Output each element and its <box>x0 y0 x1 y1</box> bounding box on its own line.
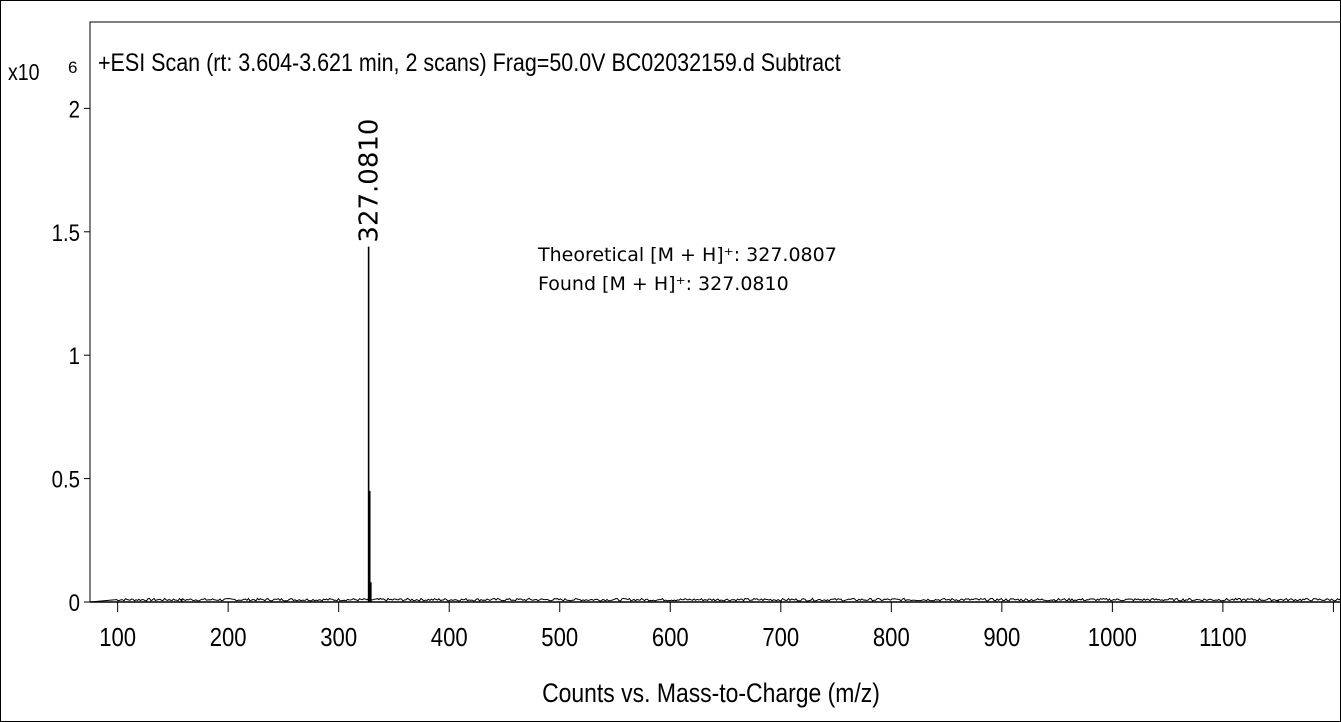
x-tick-label: 700 <box>762 623 799 652</box>
y-tick-label: 0 <box>69 589 80 616</box>
y-multiplier-label: x10 <box>8 60 40 86</box>
x-axis-label: Counts vs. Mass-to-Charge (m/z) <box>542 678 880 708</box>
axes: 0 0.5 1 1.5 2 100 200 300 400 500 600 700 800 900 1000… <box>52 22 1341 652</box>
x-tick-label: 300 <box>320 623 357 652</box>
y-tick-label: 1.5 <box>52 219 80 246</box>
x-tick-label: 400 <box>431 623 468 652</box>
y-tick-label: 1 <box>69 343 80 370</box>
y-tick-label: 2 <box>69 96 80 123</box>
x-tick-label: 800 <box>873 623 910 652</box>
chart-title: +ESI Scan (rt: 3.604-3.621 min, 2 scans)… <box>98 48 841 76</box>
peak-label: 327.0810 <box>355 119 385 243</box>
x-tick-label: 600 <box>652 623 689 652</box>
series-group <box>89 246 1341 603</box>
baseline-noise <box>89 597 1341 603</box>
x-tick-label: 100 <box>99 623 136 652</box>
y-tick-label: 0.5 <box>52 466 80 493</box>
annotation-theoretical: Theoretical [M + H]⁺: 327.0807 <box>537 244 837 266</box>
x-tick-label: 200 <box>210 623 247 652</box>
x-tick-label: 1100 <box>1199 623 1246 652</box>
x-tick-label: 500 <box>541 623 578 652</box>
peak-labels: 327.0810 <box>355 119 385 243</box>
annotation-found: Found [M + H]⁺: 327.0810 <box>538 273 789 295</box>
y-multiplier-exponent: 6 <box>68 58 77 77</box>
x-tick-label: 1000 <box>1088 623 1137 652</box>
x-tick-label: 900 <box>983 623 1020 652</box>
plot-area <box>89 21 1341 603</box>
